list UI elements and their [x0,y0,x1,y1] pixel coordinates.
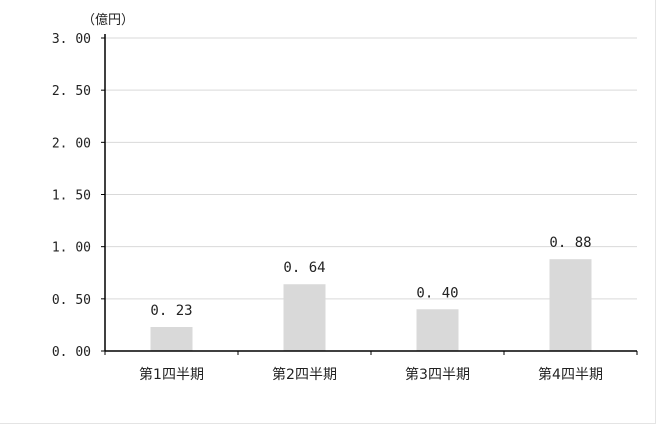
gridlines [105,37,637,300]
y-tick-label: 1. 00 [52,241,91,256]
bar [283,284,326,351]
bars [150,259,592,351]
axes [101,34,638,355]
x-tick-labels: 第1四半期 第2四半期 第3四半期 第4四半期 [139,366,603,383]
y-tick-label: 2. 00 [52,136,91,151]
bar [416,309,459,351]
x-tick-label: 第3四半期 [405,366,470,383]
data-label: 0. 88 [549,235,591,251]
y-tick-label: 1. 50 [52,189,91,204]
bar [549,259,592,351]
bar [150,327,193,351]
y-tick-label: 0. 50 [52,293,91,308]
y-tick-label: 3. 00 [52,32,91,47]
data-label: 0. 40 [416,285,458,301]
x-tick-label: 第1四半期 [139,366,204,383]
x-tick-label: 第2四半期 [272,366,337,383]
y-unit-label: （億円） [82,12,134,28]
y-tick-labels: 0. 00 0. 50 1. 00 1. 50 2. 00 2. 50 3. 00 [52,32,91,360]
data-labels: 0. 23 0. 64 0. 40 0. 88 [150,235,591,319]
data-label: 0. 23 [150,303,192,319]
y-tick-label: 0. 00 [52,345,91,360]
x-tick-label: 第4四半期 [538,366,603,383]
data-label: 0. 64 [283,260,325,276]
y-tick-label: 2. 50 [52,84,91,99]
